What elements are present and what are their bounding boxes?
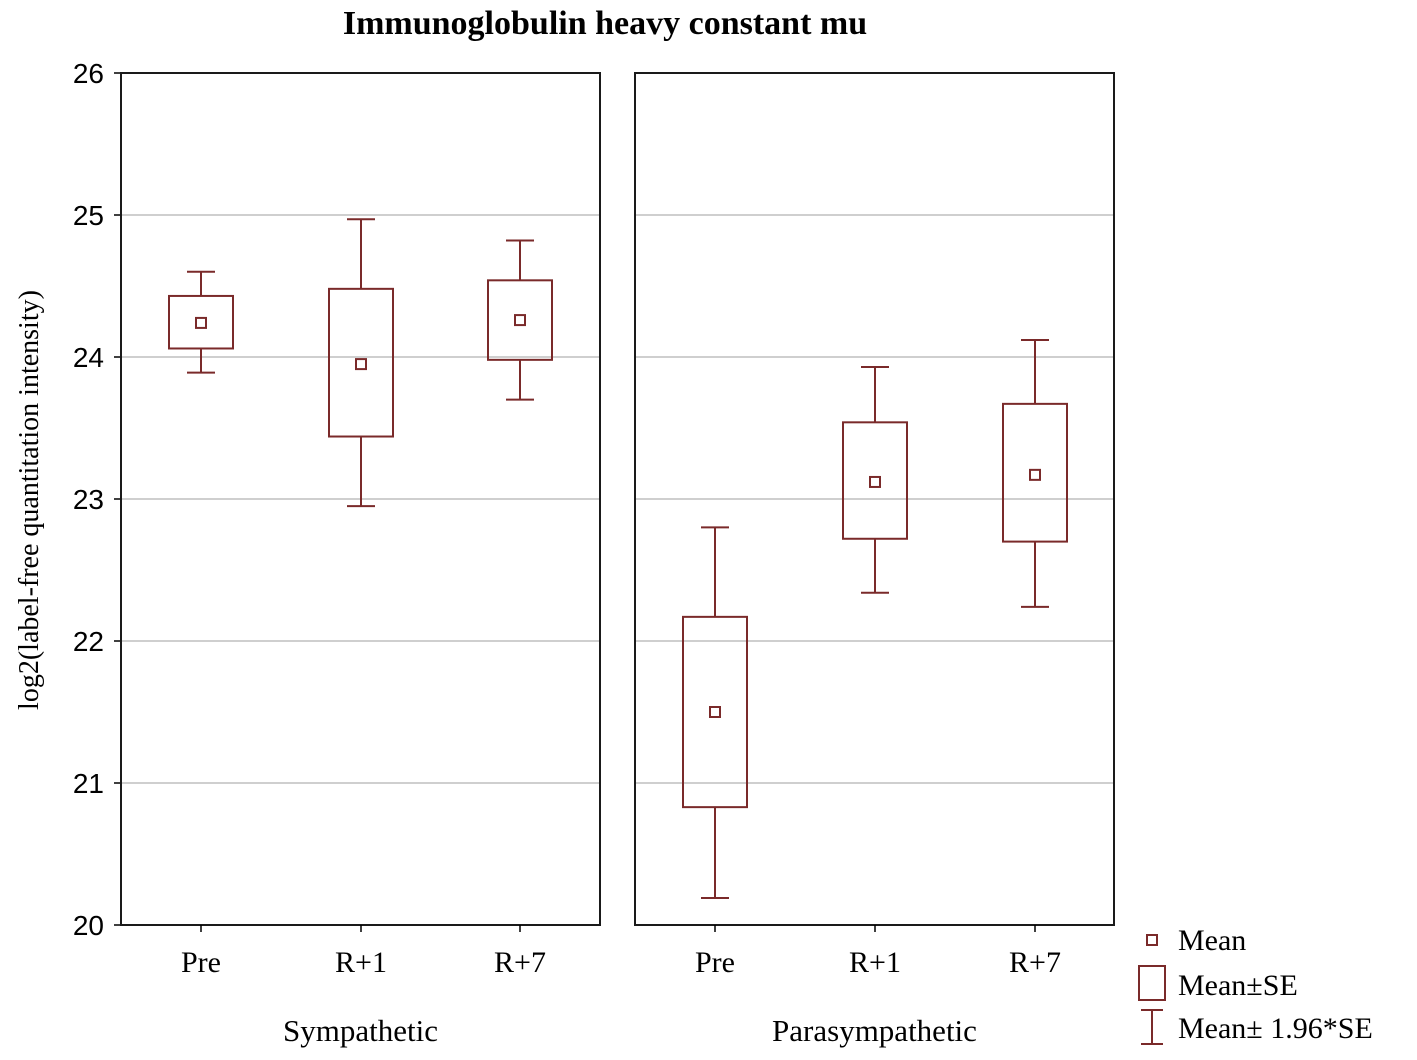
legend-label-se: Mean±SE (1178, 969, 1298, 1002)
chart-title: Immunoglobulin heavy constant mu (343, 5, 867, 42)
legend-mean-symbol (1146, 934, 1158, 946)
y-axis-label: log2(label-free quantitation intensity) (14, 290, 45, 710)
legend: Mean Mean±SE Mean± 1.96*SE (1138, 924, 1373, 1045)
y-tick-label: 24 (73, 342, 104, 373)
legend-label-ci: Mean± 1.96*SE (1178, 1012, 1373, 1045)
se-box (168, 294, 234, 350)
mean-marker (1029, 468, 1041, 481)
se-box (487, 279, 553, 361)
se-box (328, 287, 394, 438)
se-box (842, 421, 908, 540)
mean-marker (709, 706, 721, 718)
mean-marker (869, 475, 881, 488)
plot-layer: 20 21 22 23 24 25 26 Sympathetic Pre R+1 R+7 Parasy… (73, 58, 1115, 1048)
x-tick-label: Pre (695, 946, 735, 979)
y-tick-label: 22 (73, 626, 104, 657)
panel-label: Parasympathetic (772, 1013, 977, 1048)
se-box (682, 615, 748, 809)
y-tick-label: 26 (73, 58, 104, 89)
mean-marker (514, 314, 526, 327)
x-tick-label: R+1 (849, 946, 901, 979)
x-tick-label: Pre (181, 946, 221, 979)
y-tick-label: 21 (73, 768, 104, 799)
x-tick-label: R+7 (494, 946, 546, 979)
mean-marker (355, 358, 367, 371)
mean-marker (195, 316, 207, 329)
y-tick-label: 20 (73, 910, 104, 941)
se-box (1002, 402, 1068, 543)
y-tick-label: 25 (73, 200, 104, 231)
legend-se-symbol (1138, 965, 1166, 1001)
panel-label: Sympathetic (283, 1013, 438, 1048)
x-tick-label: R+7 (1009, 946, 1061, 979)
y-tick-label: 23 (73, 484, 104, 515)
legend-label-mean: Mean (1178, 924, 1246, 957)
x-tick-label: R+1 (335, 946, 387, 979)
